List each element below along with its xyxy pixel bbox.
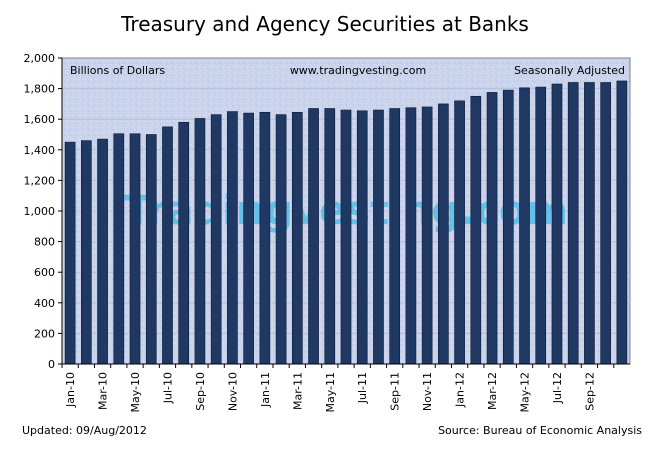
bar-Dec-10 xyxy=(243,112,254,365)
bar-May-11 xyxy=(324,108,336,365)
x-tick-label: Nov-10 xyxy=(226,372,239,411)
bar-Nov-11 xyxy=(421,106,433,365)
bar-May-12 xyxy=(519,87,530,365)
bar-Feb-10 xyxy=(81,140,92,365)
y-tick-label: 1,800 xyxy=(24,83,56,96)
y-tick-label: 2,000 xyxy=(24,52,56,65)
annotation-adjustment: Seasonally Adjusted xyxy=(514,64,625,77)
bar-Jun-12 xyxy=(535,86,547,365)
y-tick-label: 600 xyxy=(34,266,55,279)
bar-Sep-11 xyxy=(389,108,401,365)
bar-May-10 xyxy=(129,133,141,365)
y-tick-label: 800 xyxy=(34,236,55,249)
bar-Jul-10 xyxy=(162,126,173,365)
y-tick-label: 0 xyxy=(48,358,55,371)
bar-Mar-11 xyxy=(291,112,303,365)
bar-Oct-10 xyxy=(210,114,222,365)
y-tick-label: 1,400 xyxy=(24,144,56,157)
bar-Dec-11 xyxy=(438,103,449,365)
bar-chart: Tradingvesting.com 02004006008001,0001,2… xyxy=(24,52,631,413)
x-tick-label: Mar-12 xyxy=(486,372,499,410)
x-tick-label: Jan-10 xyxy=(64,372,77,408)
annotation-website: www.tradingvesting.com xyxy=(290,64,426,77)
bar-Jul-12 xyxy=(551,83,563,365)
bar-Aug-10 xyxy=(178,121,190,365)
x-tick-label: Nov-11 xyxy=(421,372,434,411)
bar-Aug-11 xyxy=(373,109,384,365)
bar-Apr-11 xyxy=(308,108,319,365)
chart-title: Treasury and Agency Securities at Banks xyxy=(121,12,529,36)
x-tick-label: Jul-11 xyxy=(356,372,369,404)
annotation-units: Billions of Dollars xyxy=(70,64,165,77)
bar-Sep-10 xyxy=(194,118,206,365)
x-tick-label: Jan-11 xyxy=(259,372,272,408)
y-tick-label: 200 xyxy=(34,327,55,340)
y-tick-label: 1,600 xyxy=(24,113,56,126)
bar-Feb-12 xyxy=(470,95,482,365)
y-tick-label: 1,000 xyxy=(24,205,56,218)
y-tick-label: 1,200 xyxy=(24,174,56,187)
bar-Nov-12 xyxy=(616,80,628,365)
x-tick-label: Jul-10 xyxy=(161,372,174,404)
bar-Jan-12 xyxy=(454,100,465,365)
source-note: Source: Bureau of Economic Analysis xyxy=(438,424,642,437)
bar-Jul-11 xyxy=(356,110,368,365)
x-tick-label: May-12 xyxy=(519,372,532,413)
bar-Jan-10 xyxy=(64,141,76,365)
bar-Mar-12 xyxy=(486,92,498,365)
bar-Aug-12 xyxy=(567,82,579,365)
bar-Feb-11 xyxy=(275,114,287,365)
bar-Jan-11 xyxy=(259,112,271,365)
bar-Nov-10 xyxy=(227,111,238,365)
x-tick-label: May-10 xyxy=(129,372,142,413)
x-tick-label: Mar-10 xyxy=(97,372,110,410)
bar-Oct-11 xyxy=(405,107,417,365)
bar-Oct-12 xyxy=(600,82,611,365)
x-tick-label: Sep-10 xyxy=(194,372,207,411)
x-tick-label: Jan-12 xyxy=(454,372,467,408)
bar-Sep-12 xyxy=(584,82,595,365)
bar-Apr-12 xyxy=(502,89,514,365)
updated-date: Updated: 09/Aug/2012 xyxy=(22,424,147,437)
x-tick-label: Jul-12 xyxy=(551,372,564,404)
bar-Mar-10 xyxy=(97,138,108,365)
bar-Jun-11 xyxy=(340,109,352,365)
x-tick-label: Mar-11 xyxy=(291,372,304,410)
bar-Apr-10 xyxy=(113,133,125,365)
bar-Jun-10 xyxy=(145,134,157,365)
x-tick-label: Sep-11 xyxy=(389,372,402,411)
y-tick-label: 400 xyxy=(34,297,55,310)
x-tick-label: Sep-12 xyxy=(583,372,596,411)
x-tick-label: May-11 xyxy=(324,372,337,413)
